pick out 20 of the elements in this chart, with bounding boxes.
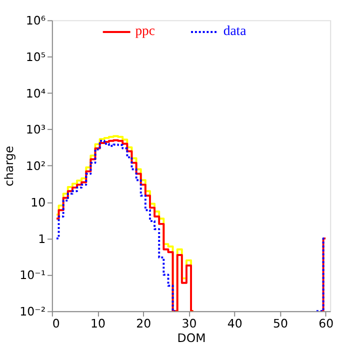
y-tick-label: 10² <box>26 159 46 174</box>
y-tick-label: 10⁴ <box>26 86 46 100</box>
x-tick-label: 30 <box>182 316 197 330</box>
x-axis-title: DOM <box>177 331 206 344</box>
x-tick-label: 50 <box>272 316 288 330</box>
x-tick-label: 60 <box>318 316 334 330</box>
y-tick-label: 10⁵ <box>26 50 46 64</box>
y-tick-label: 10³ <box>26 122 46 137</box>
x-tick-label: 0 <box>52 316 60 330</box>
legend-label: ppc <box>135 22 155 38</box>
x-tick-label: 20 <box>136 316 152 330</box>
y-tick-label: 10⁻² <box>20 304 46 319</box>
y-tick-label: 1 <box>38 232 46 246</box>
legend-label: data <box>223 22 246 38</box>
y-tick-label: 10⁻¹ <box>20 268 46 282</box>
x-tick-label: 40 <box>227 316 242 330</box>
y-tick-label: 10⁶ <box>26 14 46 28</box>
x-tick-label: 10 <box>90 316 106 330</box>
y-tick-label: 10 <box>30 195 46 210</box>
y-axis-title: charge <box>2 146 16 186</box>
